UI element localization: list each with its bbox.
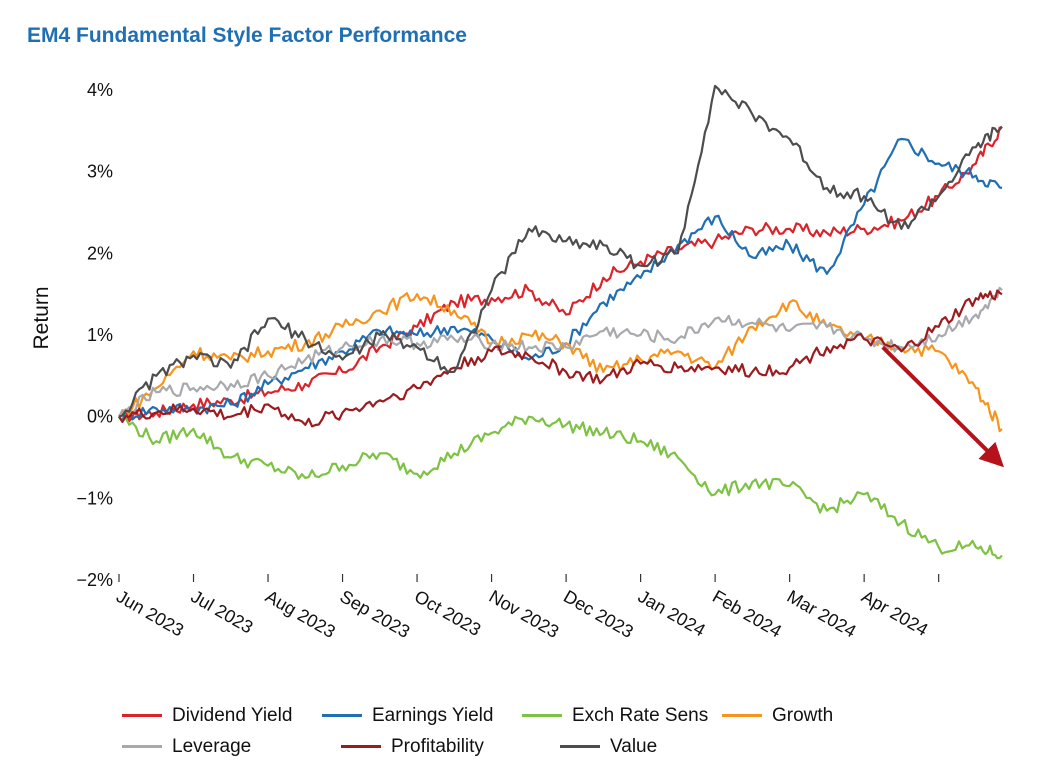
x-tick-label: Feb 2024 [709,586,785,641]
x-tick-label: Jun 2023 [113,586,187,640]
x-tick-label: Apr 2024 [858,586,931,640]
legend-label: Growth [772,704,834,726]
x-tick-label: Sep 2023 [337,586,414,642]
series-line-profitability [118,289,1003,428]
legend-item: Dividend Yield [122,705,322,727]
legend-swatch [341,745,381,748]
annotation-layer [881,345,1004,468]
legend-label: Exch Rate Sens [572,704,709,726]
series-line-exch-rate-sens [118,415,1003,560]
x-tick-label: Dec 2023 [560,586,637,642]
series-line-dividend-yield [118,125,1003,423]
x-tick-label: Jul 2023 [188,586,257,637]
y-tick-label: 2% [87,243,113,263]
y-tick-label: 1% [87,325,113,345]
legend: Dividend Yield Earnings Yield Exch Rate Se… [122,700,922,762]
y-tick-label: 0% [87,407,113,427]
legend-item: Growth [722,705,922,727]
legend-item: Profitability [341,736,560,758]
legend-swatch [522,714,562,717]
y-tick-label: −1% [76,488,113,508]
x-tick-label: Jan 2024 [635,586,709,640]
y-axis: 4% 3% 2% 1% 0% −1% −2% [76,80,113,590]
y-tick-label: 4% [87,80,113,100]
legend-row: Dividend Yield Earnings Yield Exch Rate Se… [122,700,922,731]
chart-title: EM4 Fundamental Style Factor Performance [27,24,467,47]
legend-label: Profitability [391,735,484,757]
series-layer [118,84,1003,560]
x-tick-label: Nov 2023 [486,586,563,642]
y-tick-label: −2% [76,570,113,590]
legend-swatch [560,745,600,748]
series-line-value [118,84,1003,418]
series-line-earnings-yield [118,137,1003,422]
legend-item: Value [560,736,779,758]
legend-swatch [122,714,162,717]
x-tick-label: Aug 2023 [262,586,339,642]
x-tick-label: Mar 2024 [784,586,860,641]
legend-swatch [322,714,362,717]
legend-row: Leverage Profitability Value [122,731,922,762]
y-axis-label: Return [30,286,53,349]
legend-label: Value [610,735,658,757]
legend-swatch [722,714,762,717]
legend-item: Exch Rate Sens [522,705,722,727]
legend-label: Dividend Yield [172,704,293,726]
legend-label: Earnings Yield [372,704,494,726]
legend-label: Leverage [172,735,252,757]
legend-swatch [122,745,162,748]
x-tick-label: Oct 2023 [411,586,484,640]
series-line-growth [118,292,1003,433]
legend-item: Leverage [122,736,341,758]
y-tick-label: 3% [87,162,113,182]
legend-item: Earnings Yield [322,705,522,727]
annotation-arrow [881,345,1004,468]
